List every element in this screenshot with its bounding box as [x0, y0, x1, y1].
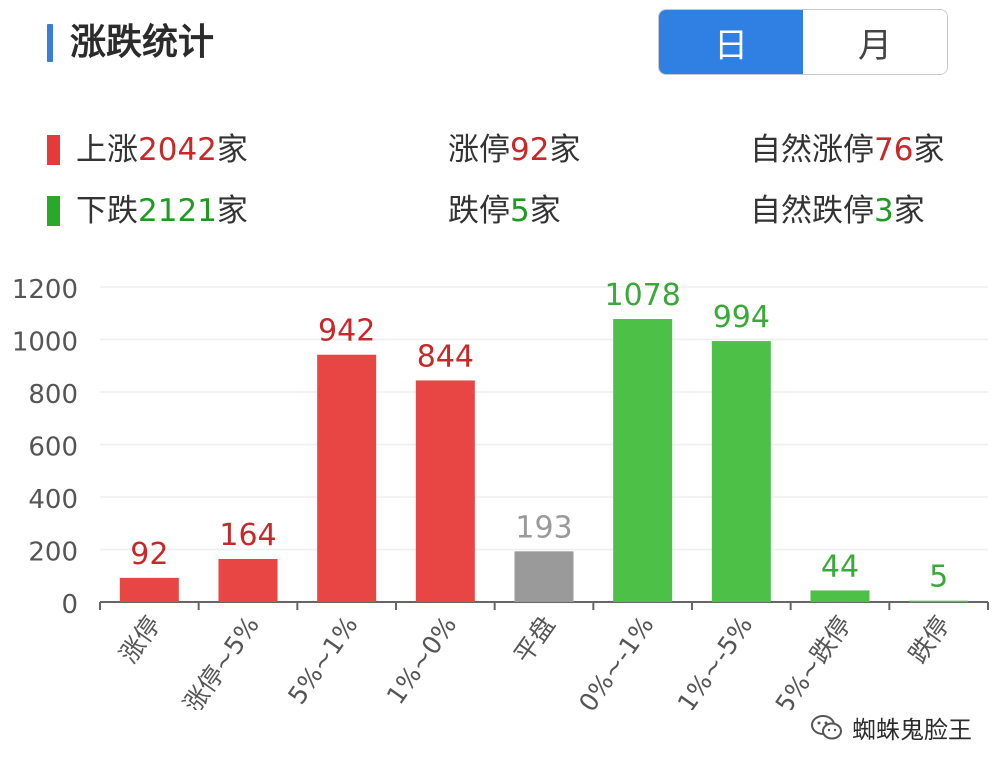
y-tick-label: 0 — [61, 590, 78, 620]
bar-value-label: 193 — [515, 510, 572, 545]
title-accent-bar — [47, 24, 53, 62]
bar — [711, 341, 771, 602]
month-toggle-button[interactable]: 月 — [803, 10, 947, 74]
watermark-text: 蜘蛛鬼脸王 — [852, 716, 972, 744]
bar — [909, 600, 969, 603]
watermark: 蜘蛛鬼脸王 — [810, 710, 972, 745]
bar-value-label: 5 — [929, 560, 948, 595]
period-toggle[interactable]: 日 月 — [658, 9, 948, 75]
bar — [218, 558, 278, 602]
rise-fall-bar-chart: 0 200 400 600 800 1000 1200 92 涨停 164 涨停~5% 942 5%~1… — [12, 275, 989, 710]
fall-count: 下跌2121家 — [76, 193, 248, 229]
y-tick-label: 1200 — [12, 275, 78, 305]
fall-marker — [47, 196, 60, 226]
bar-value-label: 844 — [417, 339, 474, 374]
x-category-label: -5%~跌停 — [765, 611, 857, 710]
bar — [317, 354, 377, 602]
page-title: 涨跌统计 — [70, 22, 215, 63]
y-tick-label: 1000 — [12, 328, 78, 358]
bar-value-label: 942 — [318, 314, 375, 349]
bar-value-label: 164 — [219, 518, 276, 553]
limit-up-count: 涨停92家 — [448, 132, 581, 168]
x-category-label: 涨停~5% — [178, 611, 265, 710]
day-toggle-button[interactable]: 日 — [659, 10, 803, 74]
x-category-label: 5%~1% — [282, 611, 363, 710]
bar — [514, 551, 574, 602]
limit-down-count: 跌停5家 — [448, 193, 561, 229]
bar — [613, 319, 673, 602]
bar — [415, 380, 475, 602]
rise-count: 上涨2042家 — [76, 132, 248, 168]
fall-summary-row: 下跌2121家 跌停5家 自然跌停3家 — [0, 188, 1000, 234]
natural-limit-down-count: 自然跌停3家 — [750, 193, 925, 229]
natural-limit-up-count: 自然涨停76家 — [750, 132, 945, 168]
x-category-label: 涨停 — [114, 611, 166, 669]
rise-summary-row: 上涨2042家 涨停92家 自然涨停76家 — [0, 127, 1000, 173]
bar-value-label: 44 — [821, 549, 859, 584]
y-tick-label: 800 — [28, 380, 78, 410]
y-tick-label: 400 — [28, 485, 78, 515]
x-category-label: 1%~0% — [381, 611, 462, 710]
x-category-label: 0%~-1% — [573, 611, 659, 710]
bar — [810, 590, 870, 602]
x-category-label: 跌停 — [903, 611, 955, 669]
x-category-label: 平盘 — [508, 611, 560, 669]
wechat-icon — [811, 714, 842, 739]
bar — [119, 577, 179, 602]
y-tick-label: 600 — [28, 433, 78, 463]
rise-marker — [47, 135, 60, 165]
x-category-label: -1%~-5% — [667, 611, 759, 710]
bar-value-label: 1078 — [604, 278, 680, 313]
bar-value-label: 994 — [713, 300, 770, 335]
bar-value-label: 92 — [130, 537, 168, 572]
y-tick-label: 200 — [28, 538, 78, 568]
